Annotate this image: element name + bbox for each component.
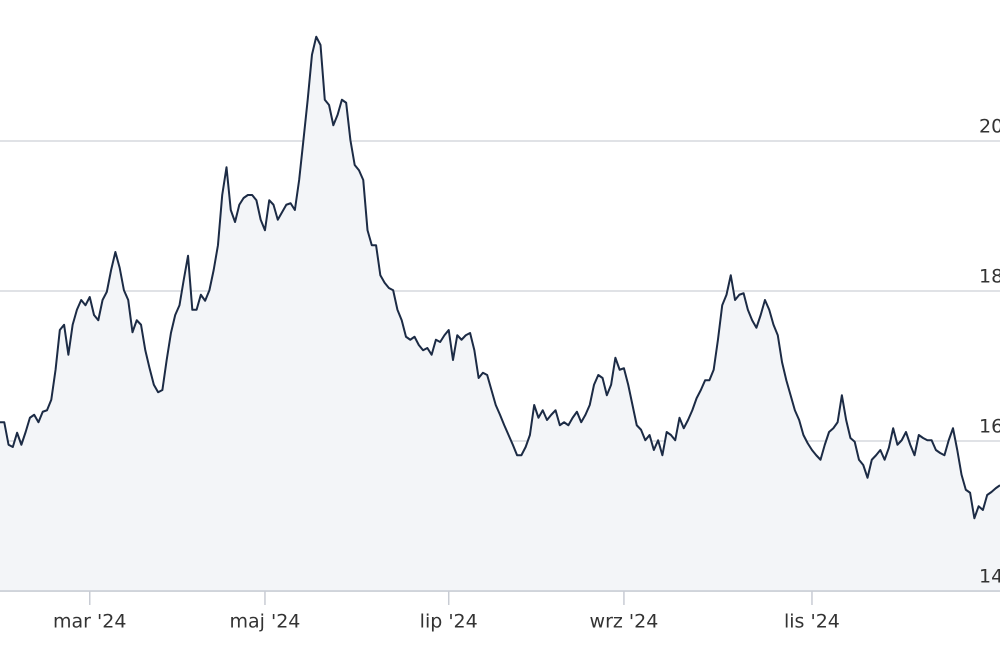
- x-tick-label: wrz '24: [590, 611, 659, 633]
- area: [0, 36, 1000, 591]
- y-tick-label: 18: [979, 266, 1000, 288]
- x-tick-label: maj '24: [230, 611, 301, 633]
- x-tick-label: lis '24: [784, 611, 840, 633]
- y-tick-label: 14: [979, 566, 1000, 588]
- y-tick-label: 16: [979, 416, 1000, 438]
- x-tick-label: mar '24: [53, 611, 126, 633]
- y-tick-label: 20: [979, 116, 1000, 138]
- line: [0, 35, 1000, 520]
- x-tick-label: lip '24: [420, 611, 478, 633]
